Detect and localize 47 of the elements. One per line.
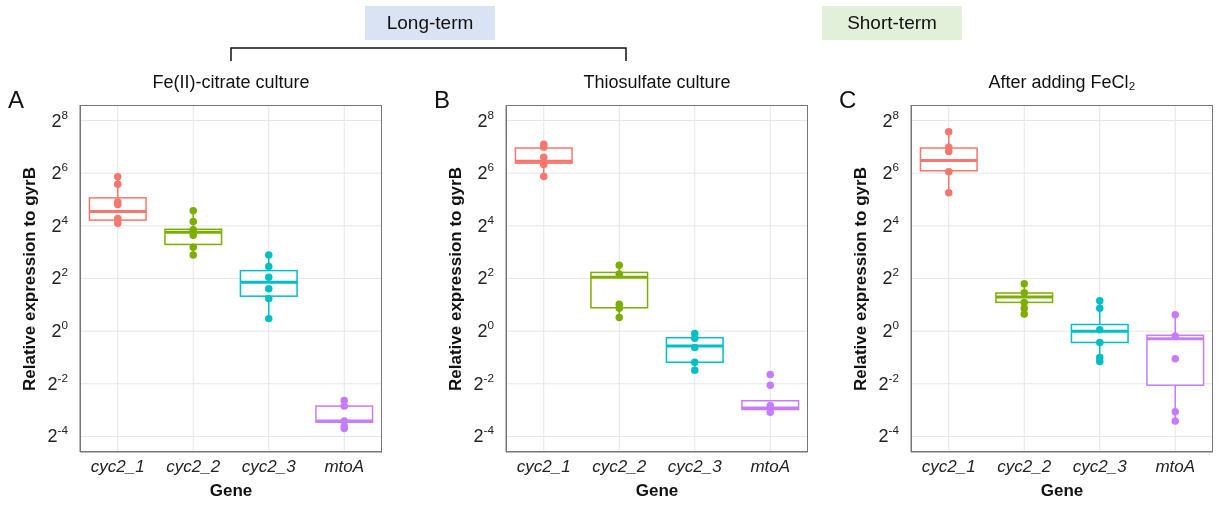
y-tick-label: 2$^{8}$ [51,107,68,131]
x-tick-label: cyc2_2 [592,457,647,477]
y-tick-label: 2$^{2}$ [882,265,899,289]
x-tick-label: mtoA [1155,457,1196,477]
y-tick-label: 2$^{-4}$ [473,423,495,447]
y-tick-label: 2$^{-2}$ [473,370,494,394]
x-tick-label: cyc2_1 [516,457,571,477]
x-tick-label: mtoA [750,457,791,477]
y-tick-label: 2$^{2}$ [477,265,494,289]
chart-title: Thiosulfate culture [582,72,732,93]
x-tick-label: mtoA [324,457,365,477]
y-tick-label: 2$^{-4}$ [878,423,900,447]
y-tick-label: 2$^{8}$ [477,107,494,131]
y-tick-label: 2$^{6}$ [882,160,899,184]
y-tick-label: 2$^{-2}$ [878,370,899,394]
y-tick-label: 2$^{8}$ [882,107,899,131]
text: B [434,86,451,114]
y-tick-label: 2$^{0}$ [882,318,900,342]
chart-title: After adding FeCl₂ [987,72,1137,93]
y-tick-label: 2$^{4}$ [51,212,69,236]
x-axis-title: Gene [635,481,679,500]
text: Short-term [822,6,962,40]
y-tick-label: 2$^{0}$ [51,318,69,342]
x-axis-title: Gene [1040,481,1084,500]
x-axis-title: Gene [209,481,253,500]
y-tick-label: 2$^{-4}$ [47,423,69,447]
y-tick-label: 2$^{4}$ [882,212,900,236]
y-tick-label: 2$^{0}$ [477,318,495,342]
text: Long-term [365,6,495,40]
x-tick-label: cyc2_2 [997,457,1052,477]
x-tick-label: cyc2_3 [1072,457,1128,477]
y-tick-label: 2$^{-2}$ [47,370,68,394]
y-tick-label: 2$^{2}$ [51,265,68,289]
y-axis-title: Relative expression to gyrB [20,166,39,391]
x-tick-label: cyc2_3 [667,457,723,477]
y-axis-title: Relative expression to gyrB [446,166,465,391]
x-tick-label: cyc2_1 [921,457,976,477]
y-tick-label: 2$^{6}$ [477,160,494,184]
chart-title: Fe(II)-citrate culture [151,72,311,93]
y-tick-label: 2$^{6}$ [51,160,68,184]
x-tick-label: cyc2_3 [241,457,297,477]
y-axis-title: Relative expression to gyrB [851,166,870,391]
x-tick-label: cyc2_2 [166,457,221,477]
text: A [8,86,25,114]
x-tick-label: cyc2_1 [90,457,145,477]
y-tick-label: 2$^{4}$ [477,212,495,236]
text: C [839,86,857,114]
